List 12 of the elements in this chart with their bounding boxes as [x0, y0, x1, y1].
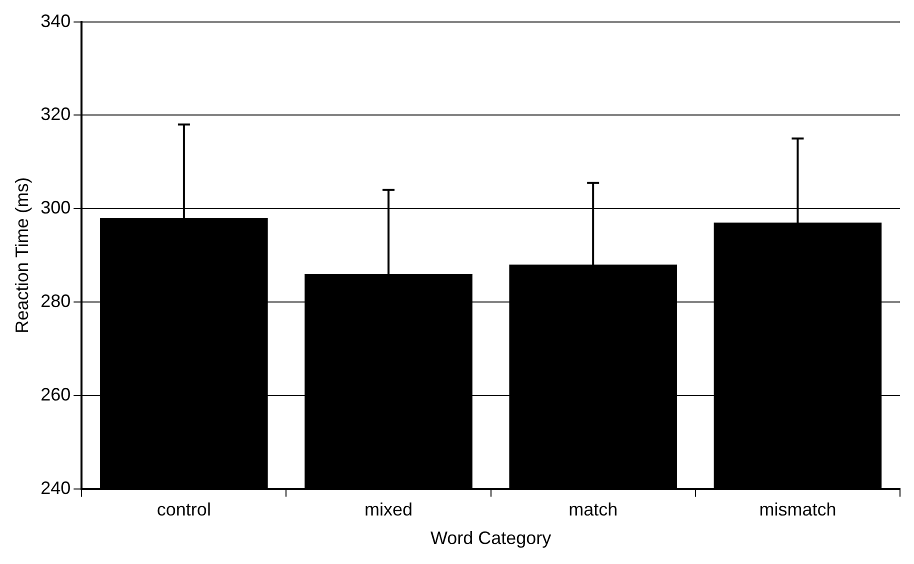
y-tick-label: 320 [40, 104, 71, 124]
x-axis-title: Word Category [430, 528, 552, 548]
x-tick-label: mixed [364, 500, 413, 520]
x-tick-label: control [156, 500, 211, 520]
x-tick-label: match [568, 500, 618, 520]
y-tick-label: 340 [40, 10, 71, 31]
y-tick-label: 260 [40, 384, 71, 404]
y-tick-label: 240 [40, 478, 71, 498]
y-tick-label: 300 [40, 198, 71, 218]
y-tick-label: 280 [40, 290, 71, 311]
x-tick-label: mismatch [759, 500, 836, 520]
y-axis-title: Reaction Time (ms) [12, 177, 32, 334]
